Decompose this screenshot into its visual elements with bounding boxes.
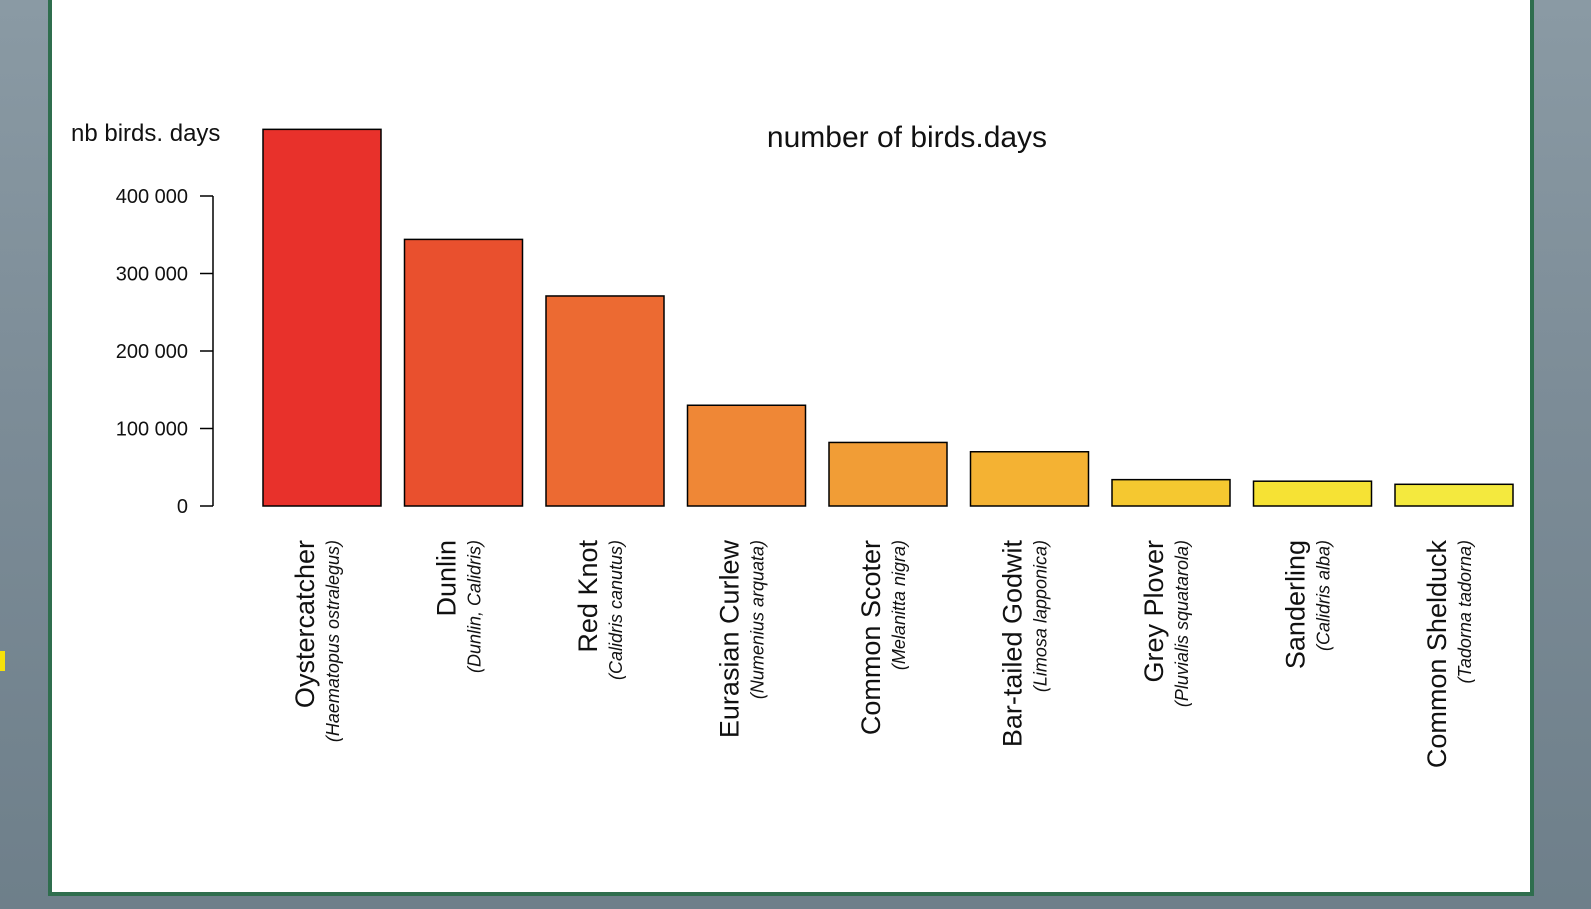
x-axis-labels: Oystercatcher (Haematopus ostralegus) Dunl… [290, 540, 1475, 769]
category-label: Dunlin (Dunlin, Calidris) [432, 540, 485, 673]
category-latin-name: (Haematopus ostralegus) [323, 540, 343, 742]
category-name: Grey Plover [1139, 540, 1169, 683]
category-latin-name: (Tadorna tadorna) [1455, 540, 1475, 683]
category-name: Common Scoter [856, 540, 886, 735]
bar [1394, 483, 1514, 507]
bar [262, 128, 382, 507]
category-name: Oystercatcher [290, 540, 320, 708]
category-name: Bar-tailed Godwit [998, 540, 1028, 748]
category-name: Sanderling [1281, 540, 1311, 669]
bar [403, 238, 524, 507]
category-label: Red Knot (Calidris canutus) [573, 540, 626, 681]
category-latin-name: (Calidris alba) [1314, 540, 1334, 651]
category-label: Bar-tailed Godwit (Limosa lapponica) [998, 540, 1051, 748]
y-axis-label: nb birds. days [71, 120, 220, 147]
category-latin-name: (Pluvialis squatarola) [1172, 540, 1192, 707]
category-latin-name: (Numenius arquata) [748, 540, 768, 699]
category-latin-name: (Melanitta nigra) [889, 540, 909, 670]
y-tick-label: 0 [177, 496, 188, 518]
category-label: Common Scoter (Melanitta nigra) [856, 540, 909, 735]
category-latin-name: (Limosa lapponica) [1031, 540, 1051, 692]
category-name: Dunlin [432, 540, 462, 617]
bars [262, 128, 1514, 507]
bar-chart: number of birds.days nb birds. days 0 100… [71, 120, 1514, 769]
y-axis: 0 100 000 200 000 300 000 400 000 [116, 186, 214, 518]
bar [686, 404, 807, 507]
category-label: Grey Plover (Pluvialis squatarola) [1139, 540, 1192, 707]
category-latin-name: (Dunlin, Calidris) [465, 540, 485, 673]
category-name: Eurasian Curlew [715, 540, 745, 739]
category-label: Common Shelduck (Tadorna tadorna) [1422, 540, 1475, 769]
left-edge-marker [0, 651, 5, 671]
category-label: Eurasian Curlew (Numenius arquata) [715, 540, 768, 739]
bar [969, 451, 1090, 507]
chart-panel: number of birds.days nb birds. days 0 100… [48, 0, 1534, 896]
bar [1111, 478, 1231, 507]
category-name: Red Knot [573, 540, 603, 653]
y-tick-label: 300 000 [116, 264, 188, 286]
y-tick-label: 200 000 [116, 341, 188, 363]
y-tick-label: 400 000 [116, 186, 188, 208]
chart-title: number of birds.days [767, 121, 1047, 154]
category-label: Oystercatcher (Haematopus ostralegus) [290, 540, 343, 742]
bar [828, 441, 948, 507]
y-tick-label: 100 000 [116, 419, 188, 441]
category-name: Common Shelduck [1422, 540, 1452, 769]
bar [1252, 480, 1373, 507]
category-latin-name: (Calidris canutus) [606, 540, 626, 680]
category-label: Sanderling (Calidris alba) [1281, 540, 1334, 669]
bar [545, 295, 665, 507]
